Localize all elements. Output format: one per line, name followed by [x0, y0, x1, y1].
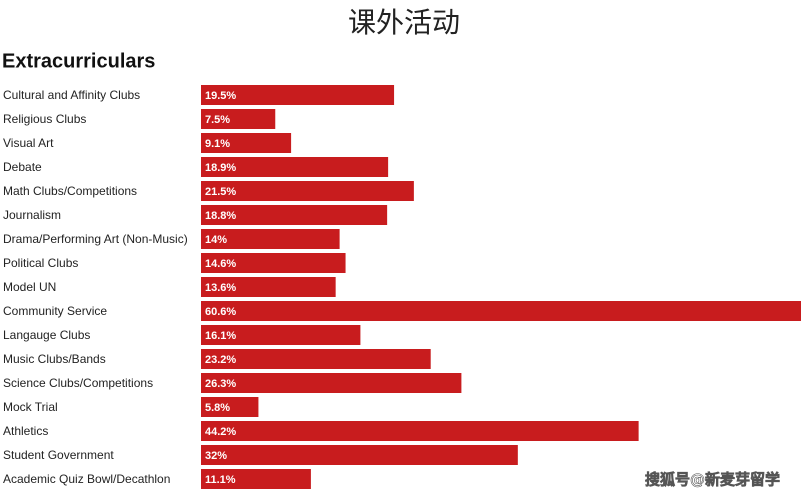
category-label: Music Clubs/Bands: [3, 352, 106, 366]
value-label: 7.5%: [205, 114, 230, 126]
bar: [201, 445, 518, 465]
bar: [201, 85, 395, 105]
category-label: Cultural and Affinity Clubs: [3, 88, 140, 102]
category-label: Community Service: [3, 304, 107, 318]
bar: [201, 469, 311, 489]
value-label: 14.6%: [205, 258, 236, 270]
bar: [201, 397, 259, 417]
category-label: Math Clubs/Competitions: [3, 184, 137, 198]
value-label: 11.1%: [205, 474, 236, 486]
watermark: 搜狐号@新麦芽留学: [645, 471, 780, 489]
bar: [201, 277, 336, 297]
category-label: Athletics: [3, 424, 48, 438]
value-label: 5.8%: [205, 402, 230, 414]
value-label: 19.5%: [205, 90, 236, 102]
bar: [201, 229, 340, 249]
category-label: Academic Quiz Bowl/Decathlon: [3, 472, 170, 486]
value-label: 13.6%: [205, 282, 236, 294]
category-label: Drama/Performing Art (Non-Music): [3, 232, 188, 246]
value-label: 23.2%: [205, 354, 236, 366]
value-label: 18.9%: [205, 162, 236, 174]
bar: [201, 109, 276, 129]
category-label: Visual Art: [3, 136, 54, 150]
bar: [201, 157, 389, 177]
value-label: 60.6%: [205, 306, 236, 318]
category-label: Mock Trial: [3, 400, 58, 414]
value-label: 21.5%: [205, 186, 236, 198]
bar: [201, 181, 414, 201]
chart-subtitle: Extracurriculars: [2, 50, 155, 72]
value-label: 44.2%: [205, 426, 236, 438]
value-label: 18.8%: [205, 210, 236, 222]
bar: [201, 205, 388, 225]
category-label: Debate: [3, 160, 42, 174]
bar: [201, 133, 292, 153]
value-label: 14%: [205, 234, 227, 246]
bar: [201, 349, 431, 369]
value-label: 32%: [205, 450, 227, 462]
bar: [201, 373, 462, 393]
bar: [201, 301, 801, 321]
bar: [201, 253, 346, 273]
chart-title: 课外活动: [348, 6, 460, 39]
bar: [201, 325, 361, 345]
category-label: Religious Clubs: [3, 112, 86, 126]
value-label: 26.3%: [205, 378, 236, 390]
category-label: Langauge Clubs: [3, 328, 90, 342]
category-label: Model UN: [3, 280, 56, 294]
value-label: 16.1%: [205, 330, 236, 342]
category-label: Journalism: [3, 208, 61, 222]
category-label: Science Clubs/Competitions: [3, 376, 153, 390]
value-label: 9.1%: [205, 138, 230, 150]
category-label: Political Clubs: [3, 256, 78, 270]
bar: [201, 421, 639, 441]
category-label: Student Government: [3, 448, 114, 462]
